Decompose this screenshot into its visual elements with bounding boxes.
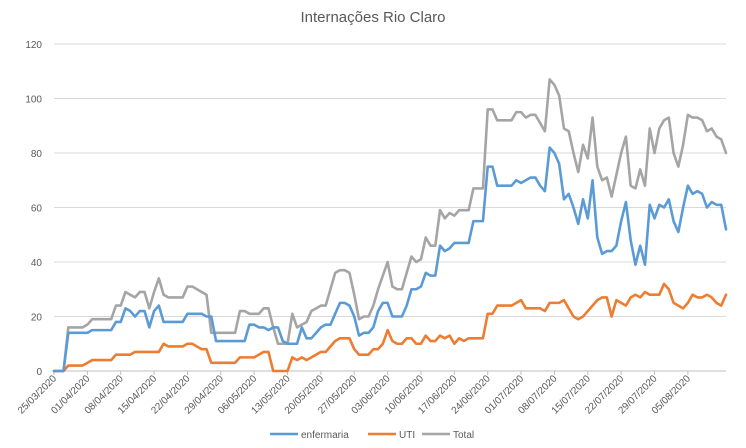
- series-line-enfermaria: [52, 146, 728, 373]
- series-lines: [52, 78, 728, 373]
- gridlines: [54, 43, 726, 372]
- y-tick-label: 60: [31, 204, 43, 215]
- legend-label-enfermaria: enfermaria: [301, 430, 349, 441]
- series-line-uti: [52, 282, 728, 373]
- legend-label-total: Total: [453, 430, 474, 441]
- y-tick-label: 80: [31, 149, 43, 160]
- x-axis-ticks: 25/03/202001/04/202008/04/202015/04/2020…: [16, 371, 693, 417]
- series-line-total: [52, 78, 728, 373]
- legend: enfermaria UTI Total: [270, 430, 474, 441]
- y-tick-label: 120: [25, 40, 42, 51]
- legend-label-uti: UTI: [399, 430, 415, 441]
- y-tick-label: 20: [31, 313, 43, 324]
- y-tick-label: 0: [36, 367, 42, 378]
- y-tick-label: 100: [25, 95, 42, 106]
- y-axis-ticks: 0 20 40 60 80 100 120: [25, 40, 42, 378]
- chart-title: Internações Rio Claro: [300, 9, 445, 26]
- y-tick-label: 40: [31, 258, 43, 269]
